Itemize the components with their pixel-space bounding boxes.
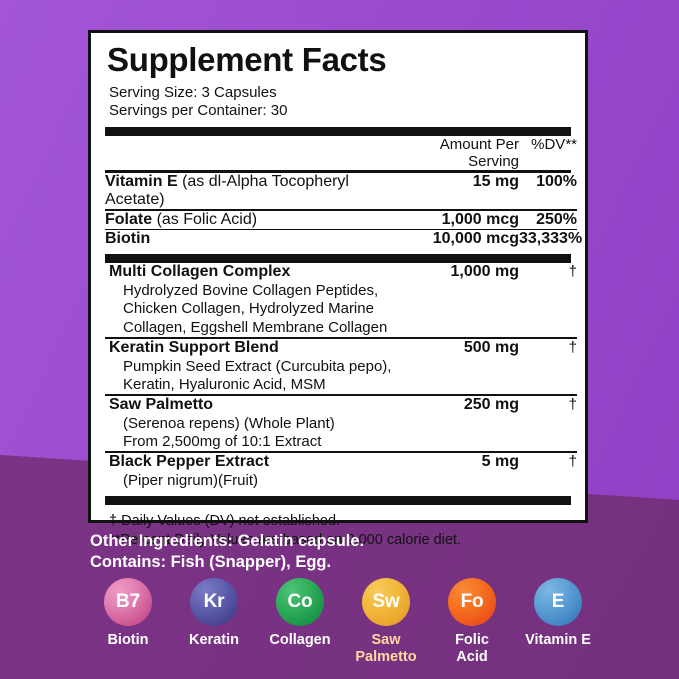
nutrient-daily-value: 100%	[536, 173, 577, 191]
blend-sub-ingredients: Hydrolyzed Bovine Collagen Peptides, Chic…	[123, 282, 388, 336]
badge-symbol-icon: Sw	[362, 578, 410, 626]
badge-symbol-icon: Kr	[190, 578, 238, 626]
blend-sub-ingredients: (Piper nigrum)(Fruit)	[123, 471, 259, 489]
blend-amount: 1,000 mg	[450, 263, 519, 281]
nutrient-daily-value: 250%	[536, 210, 577, 228]
badge-symbol-icon: Fo	[448, 578, 496, 626]
table-row: Folate (as Folic Acid) 1,000 mcg 250%	[105, 211, 577, 229]
blend-name: Saw Palmetto	[109, 395, 214, 413]
row-divider	[105, 209, 577, 211]
blend-amount: 250 mg	[463, 395, 519, 413]
nutrient-amount: 1,000 mcg	[441, 210, 519, 228]
badge-symbol-icon: E	[534, 578, 582, 626]
badge-label: Keratin	[189, 632, 239, 648]
servings-per-container-text: Servings per Container: 30	[109, 102, 288, 120]
blend-daily-value: †	[568, 338, 577, 356]
blend-amount: 5 mg	[481, 452, 519, 470]
ingredient-badge: Fo Folic Acid	[432, 578, 512, 665]
badge-symbol-icon: Co	[276, 578, 324, 626]
supplement-facts-panel: Supplement Facts Serving Size: 3 Capsule…	[88, 30, 588, 548]
nutrient-amount: 10,000 mcg	[432, 230, 519, 248]
badge-label: Collagen	[269, 632, 331, 648]
table-row: Keratin Support Blend Pumpkin Seed Extrac…	[105, 339, 577, 395]
blend-name: Keratin Support Blend	[109, 338, 279, 356]
nutrient-name: Vitamin E (as dl-Alpha Tocopheryl Acetat…	[105, 173, 349, 209]
table-row: Black Pepper Extract (Piper nigrum)(Fruit…	[105, 453, 577, 490]
nutrient-name: Folate (as Folic Acid)	[105, 210, 258, 228]
blend-rows: Multi Collagen Complex Hydrolyzed Bovine …	[105, 263, 577, 490]
ingredient-badge: Kr Keratin	[174, 578, 254, 649]
badge-label: Folic Acid	[455, 632, 489, 665]
nutrient-daily-value: 33,333%	[519, 230, 583, 248]
other-ingredients-block: Other Ingredients: Gelatin capsule. Cont…	[90, 531, 610, 573]
rule-heavy-mid	[105, 254, 571, 264]
row-divider	[105, 337, 577, 339]
nutrient-rows: Vitamin E (as dl-Alpha Tocopheryl Acetat…	[105, 173, 583, 248]
blend-name: Black Pepper Extract	[109, 452, 270, 470]
blend-name-cell: Saw Palmetto (Serenoa repens) (Whole Plan…	[105, 396, 407, 452]
ingredient-badge: E Vitamin E	[518, 578, 598, 649]
badge-label: Vitamin E	[525, 632, 591, 648]
panel-title: Supplement Facts	[107, 41, 387, 78]
row-divider	[105, 451, 577, 453]
ingredient-badge: Sw Saw Palmetto	[346, 578, 426, 665]
table-row: Vitamin E (as dl-Alpha Tocopheryl Acetat…	[105, 173, 577, 209]
blend-daily-value: †	[568, 263, 577, 281]
other-ingredients-line: Other Ingredients: Gelatin capsule.	[90, 532, 365, 550]
footnote-dagger: † Daily Values (DV) not established.	[109, 513, 341, 530]
ingredient-badge-row: B7 Biotin Kr Keratin Co Collagen Sw Saw Palmett…	[88, 578, 598, 665]
percent-dv-header: %DV**	[531, 136, 577, 154]
nutrition-table: Amount Per Serving %DV**	[105, 136, 577, 170]
blend-daily-value: †	[568, 395, 577, 413]
blend-name-cell: Black Pepper Extract (Piper nigrum)(Fruit…	[105, 453, 407, 490]
blend-name-cell: Keratin Support Blend Pumpkin Seed Extrac…	[105, 339, 407, 395]
nutrient-name: Biotin	[105, 230, 151, 248]
rule-heavy-top	[105, 127, 571, 137]
nutrient-amount: 15 mg	[472, 173, 519, 191]
ingredient-badge: B7 Biotin	[88, 578, 168, 649]
badge-label: Biotin	[107, 632, 149, 648]
rule-under-headers	[105, 170, 571, 174]
blend-daily-value: †	[568, 452, 577, 470]
table-header-row: Amount Per Serving %DV**	[105, 136, 577, 170]
blend-sub-ingredients: Pumpkin Seed Extract (Curcubita pepo), Ke…	[123, 357, 392, 393]
table-row: Biotin 10,000 mcg 33,333%	[105, 230, 583, 248]
badge-symbol-icon: B7	[104, 578, 152, 626]
footnote-daily-value: **Percent Daily Values are based on 2,00…	[109, 531, 461, 548]
rule-heavy-bottom	[105, 496, 571, 506]
serving-size-text: Serving Size: 3 Capsules	[109, 83, 277, 101]
table-row: Saw Palmetto (Serenoa repens) (Whole Plan…	[105, 396, 577, 452]
badge-label: Saw Palmetto	[355, 632, 417, 665]
blend-sub-ingredients: (Serenoa repens) (Whole Plant) From 2,500…	[123, 414, 335, 450]
row-divider	[105, 394, 577, 396]
amount-per-serving-header: Amount Per Serving	[439, 136, 519, 171]
blend-amount: 500 mg	[463, 338, 519, 356]
row-divider	[105, 228, 577, 231]
blend-name-cell: Multi Collagen Complex Hydrolyzed Bovine …	[105, 263, 407, 337]
allergen-contains-line: Contains: Fish (Snapper), Egg.	[90, 553, 332, 572]
ingredient-badge: Co Collagen	[260, 578, 340, 649]
blend-name: Multi Collagen Complex	[109, 263, 291, 281]
table-row: Multi Collagen Complex Hydrolyzed Bovine …	[105, 263, 577, 337]
